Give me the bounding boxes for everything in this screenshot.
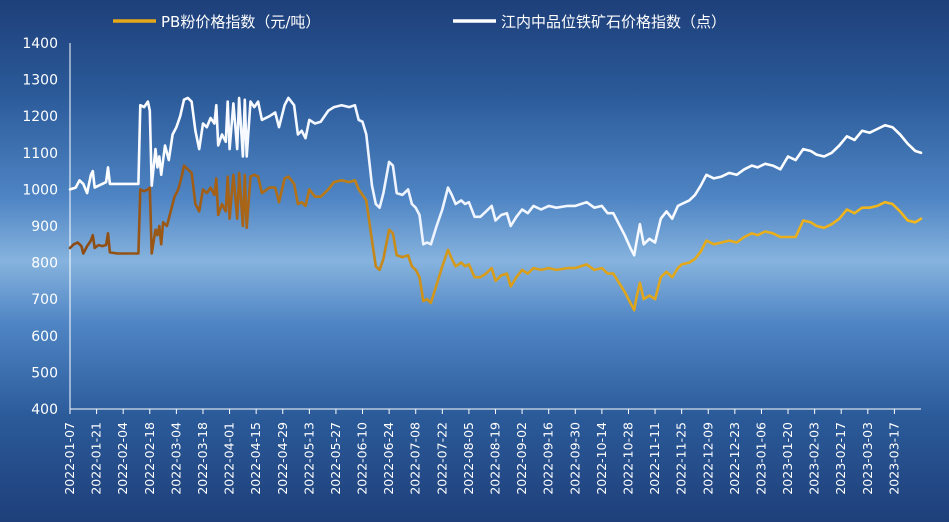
- x-tick-label: 2022-09-02: [514, 422, 529, 495]
- y-tick-label: 1300: [22, 73, 58, 89]
- x-tick-label: 2022-11-25: [674, 422, 689, 495]
- x-tick-label: 2023-02-17: [833, 422, 848, 495]
- x-tick-label: 2022-05-13: [301, 422, 316, 495]
- x-tick-label: 2022-08-05: [461, 422, 476, 495]
- x-tick-label: 2023-02-03: [807, 422, 822, 495]
- y-tick-label: 1400: [22, 36, 58, 52]
- y-tick-label: 500: [31, 365, 58, 381]
- x-tick-label: 2023-03-03: [860, 422, 875, 495]
- y-tick-label: 600: [31, 329, 58, 345]
- x-tick-label: 2022-03-18: [195, 422, 210, 495]
- x-tick-label: 2023-01-06: [753, 422, 768, 495]
- x-tick-label: 2022-04-15: [248, 422, 263, 495]
- x-tick-label: 2022-02-18: [142, 422, 157, 495]
- x-tick-label: 2022-03-04: [168, 422, 183, 495]
- x-tick-label: 2022-11-11: [647, 422, 662, 495]
- y-tick-label: 400: [31, 402, 58, 418]
- y-tick-label: 700: [31, 292, 58, 308]
- legend-label: 江内中品位铁矿石价格指数（点）: [501, 13, 726, 31]
- y-tick-label: 1100: [22, 146, 58, 162]
- series-line-1: [68, 164, 923, 312]
- x-tick-label: 2022-12-09: [700, 422, 715, 495]
- x-tick-label: 2022-04-29: [275, 422, 290, 495]
- x-tick-label: 2022-07-22: [434, 422, 449, 495]
- x-tick-label: 2022-09-16: [541, 422, 556, 495]
- x-tick-label: 2022-02-04: [115, 422, 130, 495]
- x-tick-label: 2022-09-30: [567, 422, 582, 495]
- x-tick-label: 2022-08-19: [488, 422, 503, 495]
- y-tick-label: 1200: [22, 109, 58, 125]
- x-tick-label: 2022-04-01: [222, 422, 237, 495]
- x-tick-label: 2023-03-17: [886, 422, 901, 495]
- x-tick-label: 2022-06-24: [381, 422, 396, 495]
- legend: PB粉价格指数（元/吨） 江内中品位铁矿石价格指数（点）: [113, 13, 726, 31]
- legend-item-2: 江内中品位铁矿石价格指数（点）: [453, 13, 726, 31]
- y-tick-label: 1000: [22, 182, 58, 198]
- x-tick-label: 2022-05-27: [328, 422, 343, 495]
- legend-item-1: PB粉价格指数（元/吨）: [113, 13, 320, 31]
- series-line-2: [68, 96, 923, 257]
- x-axis: 2022-01-07 2022-01-21 2022-02-04 2022-02-18…: [62, 408, 921, 495]
- x-tick-label: 2022-10-28: [620, 422, 635, 495]
- y-axis: 400 500 600 700 800 900 1000 1100 1200 1300 1400: [22, 36, 71, 418]
- x-tick-label: 2022-01-21: [89, 422, 104, 495]
- y-tick-label: 800: [31, 256, 58, 272]
- x-tick-label: 2022-12-23: [727, 422, 742, 495]
- x-tick-label: 2022-06-10: [355, 422, 370, 495]
- y-tick-label: 900: [31, 219, 58, 235]
- x-tick-label: 2022-01-07: [62, 422, 77, 495]
- x-tick-label: 2022-10-14: [594, 422, 609, 495]
- x-tick-label: 2023-01-20: [780, 422, 795, 495]
- series-layer: [68, 96, 923, 312]
- legend-label: PB粉价格指数（元/吨）: [161, 13, 320, 31]
- x-tick-label: 2022-07-08: [408, 422, 423, 495]
